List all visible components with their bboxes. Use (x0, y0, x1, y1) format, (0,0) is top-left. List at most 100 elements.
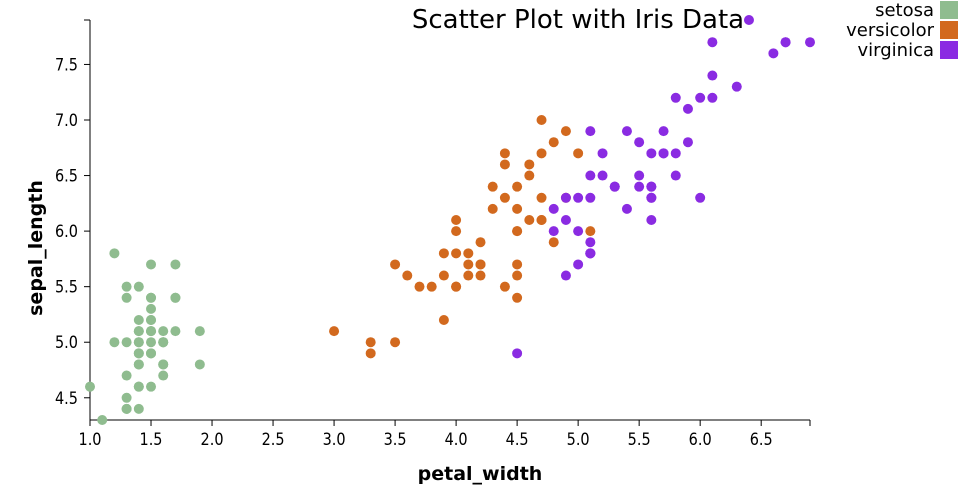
point-versicolor (438, 270, 449, 281)
point-virginica (682, 137, 693, 148)
point-setosa (121, 292, 132, 303)
x-tick-label: 6.5 (750, 429, 773, 449)
x-tick-label: 4.5 (506, 429, 529, 449)
point-setosa (146, 381, 157, 392)
x-tick-label: 3.5 (384, 429, 407, 449)
legend-swatch-setosa (940, 1, 958, 19)
point-virginica (743, 15, 754, 25)
point-setosa (158, 326, 169, 337)
point-versicolor (512, 181, 523, 192)
point-virginica (707, 37, 718, 48)
legend-swatch-virginica (940, 41, 958, 59)
point-virginica (695, 92, 706, 103)
point-setosa (133, 359, 144, 370)
point-virginica (646, 181, 657, 192)
point-virginica (658, 126, 669, 137)
point-setosa (194, 359, 205, 370)
point-virginica (731, 81, 742, 92)
point-versicolor (524, 215, 535, 225)
point-versicolor (451, 281, 462, 292)
point-setosa (170, 326, 181, 337)
point-setosa (121, 337, 132, 348)
point-virginica (646, 192, 657, 203)
x-tick-label: 4.0 (445, 429, 468, 449)
y-tick-label: 6.5 (55, 165, 78, 185)
point-setosa (170, 259, 181, 270)
point-versicolor (499, 192, 510, 203)
point-versicolor (499, 148, 510, 159)
point-setosa (121, 281, 132, 292)
point-virginica (707, 92, 718, 103)
point-setosa (158, 370, 169, 381)
point-versicolor (451, 215, 462, 225)
point-versicolor (524, 159, 535, 170)
y-tick-label: 5.0 (55, 332, 78, 352)
point-setosa (146, 337, 157, 348)
point-virginica (646, 215, 657, 225)
y-tick-label: 7.5 (55, 54, 78, 74)
y-tick-label: 4.5 (55, 388, 78, 408)
legend-swatch-versicolor (940, 21, 958, 39)
point-versicolor (402, 270, 413, 281)
y-axis-title: sepal_length (25, 180, 47, 316)
point-versicolor (536, 215, 547, 225)
x-tick-label: 6.0 (689, 429, 712, 449)
point-setosa (158, 337, 169, 348)
point-versicolor (548, 237, 559, 248)
point-setosa (133, 337, 144, 348)
point-versicolor (536, 115, 547, 125)
point-virginica (670, 92, 681, 103)
x-axis: 1.0 1.5 2.0 2.5 3.0 3.5 4.0 4.5 5.0 5.5 6.0 6.5 (79, 419, 811, 449)
point-virginica (573, 192, 584, 203)
legend-label-setosa: setosa (875, 0, 934, 21)
point-setosa (133, 403, 144, 414)
x-tick-label: 2.5 (262, 429, 285, 449)
x-axis-title: petal_width (418, 463, 543, 485)
point-virginica (573, 226, 584, 237)
y-axis: 4.5 5.0 5.5 6.0 6.5 7.0 7.5 (55, 19, 91, 420)
point-versicolor (475, 270, 486, 281)
point-versicolor (487, 181, 498, 192)
point-setosa (133, 326, 144, 337)
point-virginica (646, 148, 657, 159)
y-tick-label: 5.5 (55, 277, 78, 297)
point-versicolor (536, 192, 547, 203)
point-virginica (707, 70, 718, 81)
point-versicolor (524, 170, 535, 181)
point-setosa (133, 281, 144, 292)
point-setosa (158, 359, 169, 370)
point-setosa (146, 326, 157, 337)
point-virginica (585, 170, 596, 181)
point-versicolor (438, 315, 449, 325)
x-tick-label: 5.5 (628, 429, 651, 449)
point-versicolor (499, 281, 510, 292)
point-versicolor (512, 270, 523, 281)
point-versicolor (438, 248, 449, 259)
x-tick-label: 3.0 (323, 429, 346, 449)
point-virginica (560, 215, 571, 225)
point-versicolor (512, 203, 523, 214)
point-versicolor (390, 259, 401, 270)
point-setosa (146, 259, 157, 270)
point-versicolor (475, 237, 486, 248)
point-setosa (170, 292, 181, 303)
point-versicolor (512, 226, 523, 237)
point-virginica (658, 148, 669, 159)
point-versicolor (463, 259, 474, 270)
chart-title: Scatter Plot with Iris Data (412, 5, 744, 35)
y-tick-label: 7.0 (55, 110, 78, 130)
x-tick-label: 1.5 (140, 429, 163, 449)
point-virginica (548, 203, 559, 214)
x-tick-label: 5.0 (567, 429, 590, 449)
x-tick-label: 2.0 (201, 429, 224, 449)
point-virginica (682, 103, 693, 114)
point-setosa (133, 315, 144, 325)
point-versicolor (329, 326, 340, 337)
point-virginica (597, 170, 608, 181)
point-versicolor (463, 248, 474, 259)
point-versicolor (426, 281, 437, 292)
point-versicolor (390, 337, 401, 348)
point-virginica (585, 126, 596, 137)
point-setosa (85, 381, 95, 392)
